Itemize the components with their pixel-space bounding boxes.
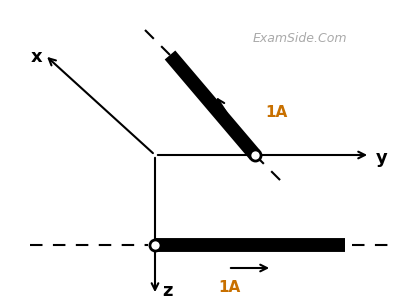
Text: 1A: 1A	[218, 280, 240, 295]
Text: x: x	[30, 48, 42, 66]
Text: ExamSide.Com: ExamSide.Com	[253, 31, 347, 44]
Text: y: y	[376, 149, 388, 167]
Text: z: z	[162, 282, 173, 300]
Text: 1A: 1A	[265, 105, 287, 120]
